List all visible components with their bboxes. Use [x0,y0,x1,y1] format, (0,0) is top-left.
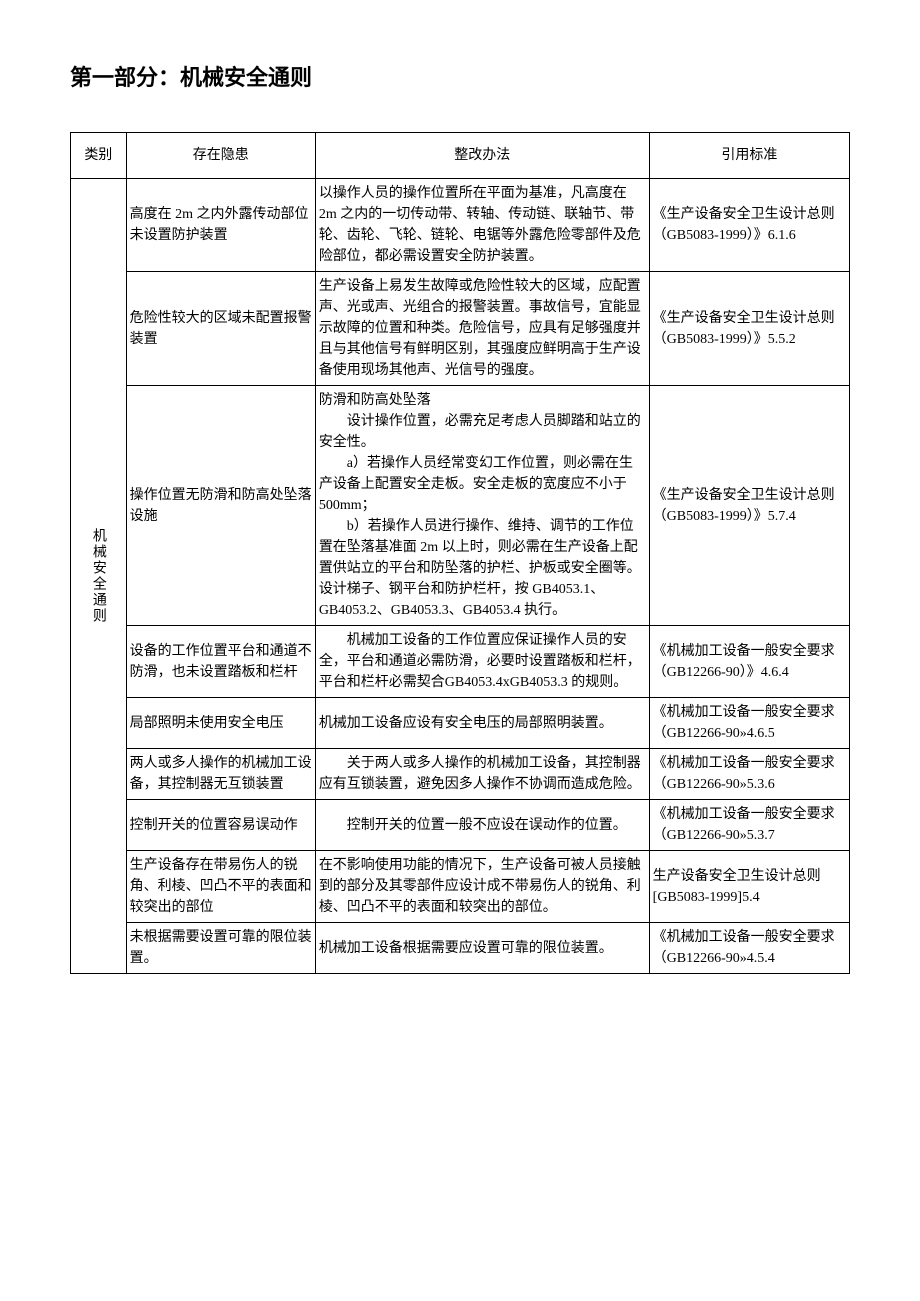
reference-cell: 生产设备安全卫生设计总则[GB5083-1999]5.4 [649,851,849,923]
table-row: 操作位置无防滑和防高处坠落设施 防滑和防高处坠落 设计操作位置，必需充足考虑人员… [71,386,850,626]
table-row: 控制开关的位置容易误动作 控制开关的位置一般不应设在误动作的位置。 《机械加工设… [71,800,850,851]
measure-cell: 在不影响使用功能的情况下，生产设备可被人员接触到的部分及其零部件应设计成不带易伤… [315,851,649,923]
measure-cell: 防滑和防高处坠落 设计操作位置，必需充足考虑人员脚踏和站立的安全性。 a）若操作… [315,386,649,626]
measure-cell: 以操作人员的操作位置所在平面为基准，凡高度在 2m 之内的一切传动带、转轴、传动… [315,179,649,272]
reference-cell: 《机械加工设备一般安全要求（GB12266-90»4.6.5 [649,698,849,749]
page-title: 第一部分：机械安全通则 [70,60,850,92]
hazard-cell: 高度在 2m 之内外露传动部位未设置防护装置 [126,179,315,272]
hazard-cell: 未根据需要设置可靠的限位装置。 [126,923,315,974]
reference-cell: 《生产设备安全卫生设计总则（GB5083-1999）》6.1.6 [649,179,849,272]
reference-cell: 《机械加工设备一般安全要求（GB12266-90»5.3.6 [649,749,849,800]
category-cell: 机械安全通则 [71,179,127,974]
table-row: 局部照明未使用安全电压 机械加工设备应设有安全电压的局部照明装置。 《机械加工设… [71,698,850,749]
table-row: 危险性较大的区域未配置报警装置 生产设备上易发生故障或危险性较大的区域，应配置声… [71,272,850,386]
col-header-measure: 整改办法 [315,133,649,179]
hazard-cell: 局部照明未使用安全电压 [126,698,315,749]
hazard-cell: 两人或多人操作的机械加工设备，其控制器无互锁装置 [126,749,315,800]
table-row: 机械安全通则 高度在 2m 之内外露传动部位未设置防护装置 以操作人员的操作位置… [71,179,850,272]
hazard-cell: 操作位置无防滑和防高处坠落设施 [126,386,315,626]
measure-cell: 关于两人或多人操作的机械加工设备，其控制器应有互锁装置，避免因多人操作不协调而造… [315,749,649,800]
measure-cell: 控制开关的位置一般不应设在误动作的位置。 [315,800,649,851]
table-row: 设备的工作位置平台和通道不防滑，也未设置踏板和栏杆 机械加工设备的工作位置应保证… [71,626,850,698]
hazard-cell: 危险性较大的区域未配置报警装置 [126,272,315,386]
reference-cell: 《生产设备安全卫生设计总则（GB5083-1999）》5.7.4 [649,386,849,626]
safety-table: 类别 存在隐患 整改办法 引用标准 机械安全通则 高度在 2m 之内外露传动部位… [70,132,850,974]
reference-cell: 《生产设备安全卫生设计总则（GB5083-1999）》5.5.2 [649,272,849,386]
table-row: 生产设备存在带易伤人的锐角、利棱、凹凸不平的表面和较突出的部位 在不影响使用功能… [71,851,850,923]
hazard-cell: 设备的工作位置平台和通道不防滑，也未设置踏板和栏杆 [126,626,315,698]
table-header-row: 类别 存在隐患 整改办法 引用标准 [71,133,850,179]
reference-cell: 《机械加工设备一般安全要求（GB12266-90»5.3.7 [649,800,849,851]
col-header-reference: 引用标准 [649,133,849,179]
col-header-hazard: 存在隐患 [126,133,315,179]
measure-cell: 机械加工设备根据需要应设置可靠的限位装置。 [315,923,649,974]
hazard-cell: 控制开关的位置容易误动作 [126,800,315,851]
table-row: 未根据需要设置可靠的限位装置。 机械加工设备根据需要应设置可靠的限位装置。 《机… [71,923,850,974]
measure-cell: 机械加工设备应设有安全电压的局部照明装置。 [315,698,649,749]
col-header-category: 类别 [71,133,127,179]
measure-cell: 机械加工设备的工作位置应保证操作人员的安全，平台和通道必需防滑，必要时设置踏板和… [315,626,649,698]
reference-cell: 《机械加工设备一般安全要求（GB12266-90»4.5.4 [649,923,849,974]
hazard-cell: 生产设备存在带易伤人的锐角、利棱、凹凸不平的表面和较突出的部位 [126,851,315,923]
table-row: 两人或多人操作的机械加工设备，其控制器无互锁装置 关于两人或多人操作的机械加工设… [71,749,850,800]
measure-cell: 生产设备上易发生故障或危险性较大的区域，应配置声、光或声、光组合的报警装置。事故… [315,272,649,386]
reference-cell: 《机械加工设备一般安全要求（GB12266-90）》4.6.4 [649,626,849,698]
